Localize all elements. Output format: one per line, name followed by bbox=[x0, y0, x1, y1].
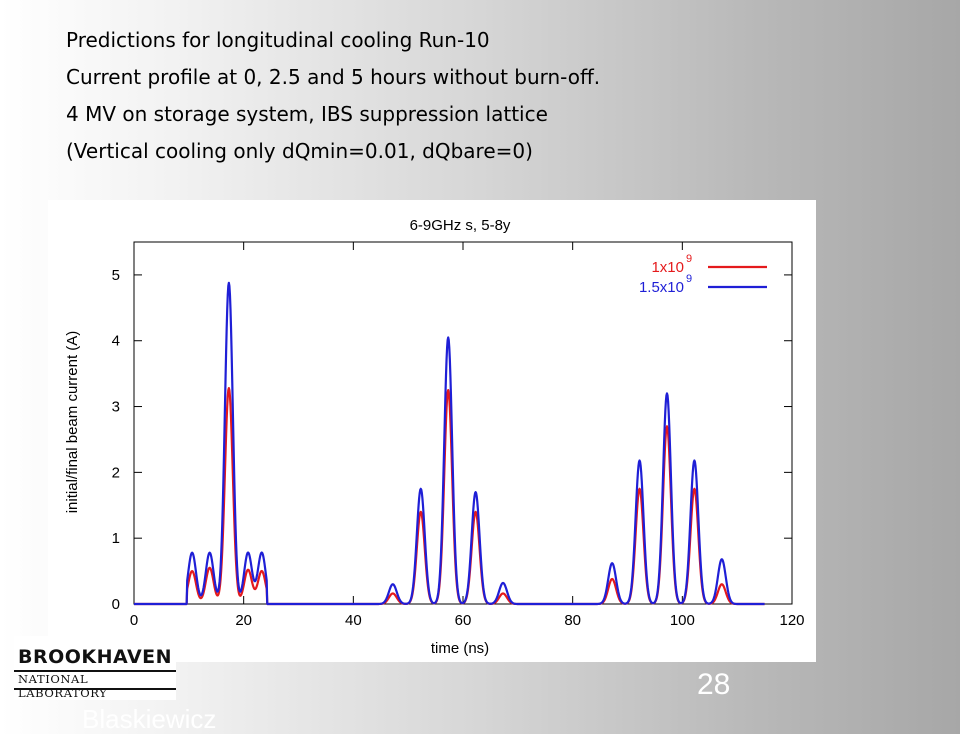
legend-label: 1.5x10 bbox=[639, 279, 684, 296]
slide-line-3: 4 MV on storage system, IBS suppression … bbox=[66, 102, 548, 126]
logo-rule bbox=[14, 670, 176, 672]
slide-text: Predictions for longitudinal cooling Run… bbox=[66, 22, 600, 170]
x-tick-label: 60 bbox=[455, 612, 472, 629]
y-tick-label: 1 bbox=[112, 530, 120, 547]
legend-label: 1x10 bbox=[651, 259, 684, 276]
slide-line-4: (Vertical cooling only dQmin=0.01, dQbar… bbox=[66, 139, 533, 163]
y-tick-label: 3 bbox=[112, 399, 120, 416]
footer-author: Blaskiewicz bbox=[82, 704, 217, 734]
legend: 1x10 91.5x10 9 bbox=[639, 253, 767, 296]
y-tick-label: 0 bbox=[112, 596, 120, 613]
legend-exponent: 9 bbox=[686, 273, 692, 285]
x-tick-label: 0 bbox=[130, 612, 138, 629]
chart-panel: 6-9GHz s, 5-8y time (ns) initial/final b… bbox=[48, 200, 816, 662]
x-tick-label: 20 bbox=[235, 612, 252, 629]
y-tick-label: 5 bbox=[112, 267, 120, 284]
chart-title: 6-9GHz s, 5-8y bbox=[410, 217, 511, 234]
logo-top-text: BROOKHAVEN bbox=[18, 646, 173, 668]
x-tick-label: 120 bbox=[779, 612, 804, 629]
logo-rule bbox=[14, 688, 176, 690]
series-line-2 bbox=[133, 281, 766, 606]
page-number: 28 bbox=[697, 668, 731, 701]
logo-bottom-text: NATIONAL LABORATORY bbox=[18, 672, 108, 700]
brookhaven-logo-icon: BROOKHAVEN NATIONAL LABORATORY bbox=[14, 636, 176, 700]
slide-line-2: Current profile at 0, 2.5 and 5 hours wi… bbox=[66, 65, 601, 89]
y-axis-label: initial/final beam current (A) bbox=[64, 331, 81, 514]
y-tick-label: 4 bbox=[112, 333, 120, 350]
x-tick-label: 80 bbox=[564, 612, 581, 629]
series-layer bbox=[133, 281, 766, 606]
slide-line-1: Predictions for longitudinal cooling Run… bbox=[66, 28, 490, 52]
x-axis-label: time (ns) bbox=[431, 640, 489, 657]
x-tick-label: 100 bbox=[670, 612, 695, 629]
axis-ticks: 0 20 40 60 80 100 120 0 1 2 3 4 5 bbox=[112, 242, 805, 629]
legend-exponent: 9 bbox=[686, 253, 692, 265]
x-tick-label: 40 bbox=[345, 612, 362, 629]
y-tick-label: 2 bbox=[112, 464, 120, 481]
beam-current-chart: 6-9GHz s, 5-8y time (ns) initial/final b… bbox=[64, 217, 805, 657]
